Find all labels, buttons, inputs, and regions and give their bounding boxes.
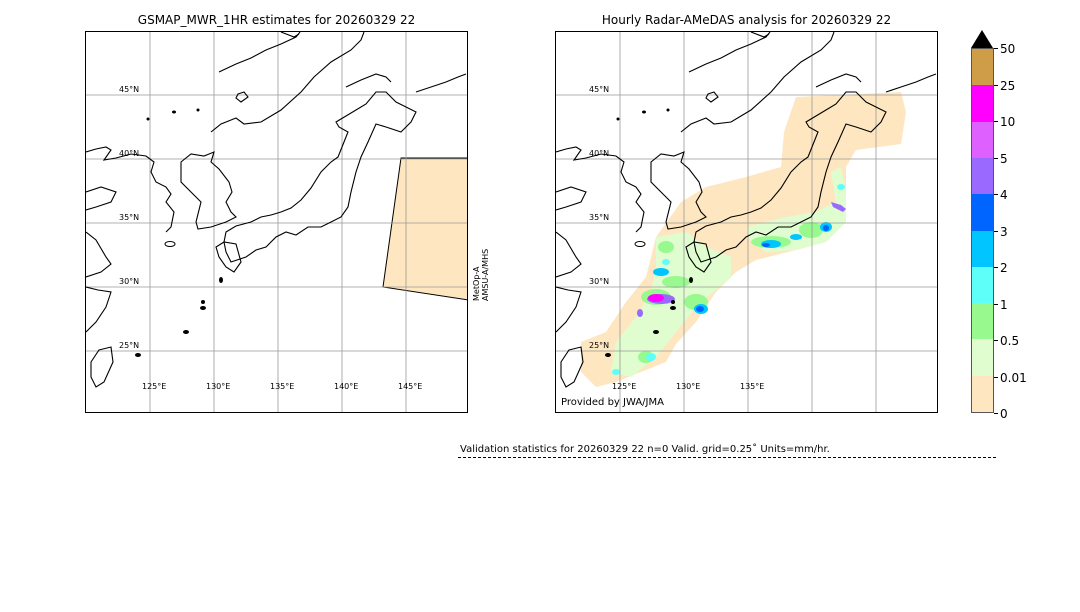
colorbar-label-50: 50 <box>1000 42 1016 56</box>
right-lon-label-130: 130°E <box>676 382 701 391</box>
colorbar-seg-3 <box>972 266 993 304</box>
satellite-swath <box>382 157 467 301</box>
right-lon-label-135: 135°E <box>740 382 765 391</box>
colorbar-tick <box>994 413 998 414</box>
colorbar-seg-9 <box>972 49 993 86</box>
colorbar <box>971 48 994 413</box>
colorbar-seg-1 <box>972 339 993 376</box>
colorbar-label-1: 1 <box>1000 298 1008 312</box>
right-map-title: Hourly Radar-AMeDAS analysis for 2026032… <box>601 13 892 27</box>
colorbar-label-2: 2 <box>1000 261 1008 275</box>
rain-1-2-areas <box>612 184 845 375</box>
left-lon-label-135: 135°E <box>270 382 295 391</box>
colorbar-label-10: 10 <box>1000 115 1016 129</box>
left-lat-label-45: 45°N <box>119 85 140 94</box>
colorbar-label-0.01: 0.01 <box>1000 371 1027 385</box>
gridlines <box>556 32 937 412</box>
rain-10-25-areas <box>648 294 664 302</box>
right-lat-label-40: 40°N <box>589 149 610 158</box>
colorbar-tick <box>994 304 998 305</box>
colorbar-label-5: 5 <box>1000 152 1008 166</box>
left-lat-label-30: 30°N <box>119 277 140 286</box>
left-lat-label-35: 35°N <box>119 213 140 222</box>
colorbar-tick <box>994 85 998 86</box>
coastlines <box>556 32 937 388</box>
left-map-graphics <box>86 32 467 412</box>
islands <box>605 108 693 357</box>
left-map <box>85 31 468 413</box>
colorbar-label-0.5: 0.5 <box>1000 334 1020 348</box>
colorbar-tick <box>994 48 998 49</box>
right-lat-label-35: 35°N <box>589 213 610 222</box>
left-lat-label-25: 25°N <box>119 341 140 350</box>
validation-statistics: Validation statistics for 20260329 22 n=… <box>460 444 830 455</box>
colorbar-label-4: 4 <box>1000 188 1008 202</box>
colorbar-tick <box>994 267 998 268</box>
colorbar-seg-4 <box>972 230 993 267</box>
right-lat-label-45: 45°N <box>589 85 610 94</box>
left-lon-label-130: 130°E <box>206 382 231 391</box>
colorbar-label-25: 25 <box>1000 79 1016 93</box>
right-map <box>555 31 938 413</box>
left-lon-label-125: 125°E <box>142 382 167 391</box>
colorbar-seg-5 <box>972 194 993 231</box>
colorbar-extend-arrow <box>971 30 993 48</box>
left-lat-label-40: 40°N <box>119 149 140 158</box>
satellite-label-line2: AMSU-A/MHS <box>481 248 490 301</box>
colorbar-tick <box>994 194 998 195</box>
colorbar-seg-2 <box>972 303 993 340</box>
colorbar-tick <box>994 231 998 232</box>
colorbar-seg-6 <box>972 157 993 195</box>
colorbar-label-3: 3 <box>1000 225 1008 239</box>
right-lat-label-30: 30°N <box>589 277 610 286</box>
left-lon-label-140: 140°E <box>334 382 359 391</box>
colorbar-tick <box>994 377 998 378</box>
left-map-title: GSMAP_MWR_1HR estimates for 20260329 22 <box>137 13 416 27</box>
islands <box>135 108 223 357</box>
right-lat-label-25: 25°N <box>589 341 610 350</box>
colorbar-seg-0 <box>972 375 993 412</box>
colorbar-tick <box>994 340 998 341</box>
left-lon-label-145: 145°E <box>398 382 423 391</box>
colorbar-label-0: 0 <box>1000 407 1008 421</box>
colorbar-tick <box>994 121 998 122</box>
validation-divider <box>458 457 996 458</box>
satellite-label: MetOp-A AMSU-A/MHS <box>472 249 490 301</box>
data-credit: Provided by JWA/JMA <box>561 397 664 408</box>
satellite-label-line1: MetOp-A <box>472 266 481 301</box>
right-lon-label-125: 125°E <box>612 382 637 391</box>
colorbar-tick <box>994 158 998 159</box>
coastlines <box>86 32 467 388</box>
colorbar-seg-8 <box>972 85 993 122</box>
right-map-graphics <box>556 32 937 412</box>
colorbar-seg-7 <box>972 121 993 158</box>
rain-3-4-areas <box>696 225 829 312</box>
